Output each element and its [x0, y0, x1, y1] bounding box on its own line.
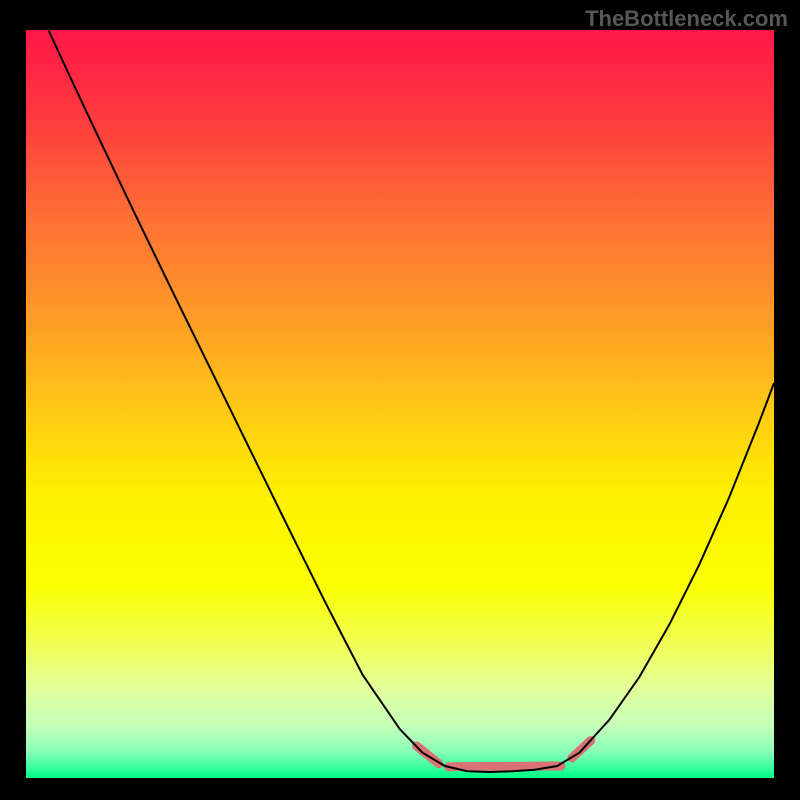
watermark-text: TheBottleneck.com [585, 6, 788, 32]
plot-area [26, 30, 774, 778]
curve-layer [26, 30, 774, 778]
highlight-segment [449, 766, 561, 767]
chart-container: TheBottleneck.com [0, 0, 800, 800]
highlight-segments [416, 741, 590, 767]
bottleneck-curve [48, 30, 774, 772]
